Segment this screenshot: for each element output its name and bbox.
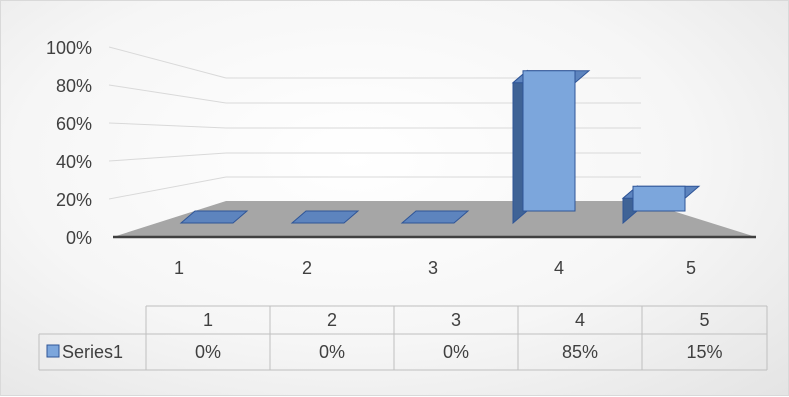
bars bbox=[179, 69, 701, 225]
y-tick-label: 40% bbox=[56, 152, 92, 172]
table-header-cell: 4 bbox=[575, 310, 585, 330]
y-tick-label: 0% bbox=[66, 228, 92, 248]
table-value-cell: 0% bbox=[443, 342, 469, 362]
bar-category-2 bbox=[290, 210, 360, 224]
x-tick-label: 2 bbox=[302, 258, 312, 278]
y-axis-ticks: 0% 20% 40% 60% 80% 100% bbox=[46, 38, 92, 248]
table-header-cell: 5 bbox=[699, 310, 709, 330]
bar bbox=[632, 185, 686, 212]
table-header-cell: 2 bbox=[327, 310, 337, 330]
gridline-side bbox=[108, 46, 227, 79]
gridline-side bbox=[108, 84, 227, 104]
x-tick-label: 3 bbox=[428, 258, 438, 278]
table-value-cell: 85% bbox=[562, 342, 598, 362]
legend-key bbox=[46, 344, 60, 358]
series-name: Series1 bbox=[62, 342, 123, 362]
bar-category-4 bbox=[511, 69, 591, 225]
y-tick-label: 80% bbox=[56, 76, 92, 96]
bar bbox=[290, 210, 360, 224]
x-tick-label: 4 bbox=[554, 258, 564, 278]
table-value-cell: 0% bbox=[195, 342, 221, 362]
table-value-cell: 15% bbox=[686, 342, 722, 362]
table-header-cell: 3 bbox=[451, 310, 461, 330]
gridline-side bbox=[108, 122, 227, 129]
data-table: 1 2 3 4 5 Series1 0% 0% 0% 85% 15% bbox=[38, 305, 768, 371]
y-tick-label: 20% bbox=[56, 190, 92, 210]
y-tick-label: 100% bbox=[46, 38, 92, 58]
table-value-cell: 0% bbox=[319, 342, 345, 362]
bar-category-1 bbox=[179, 210, 249, 224]
bar bbox=[522, 70, 576, 212]
y-tick-label: 60% bbox=[56, 114, 92, 134]
bar bbox=[400, 210, 470, 224]
table-header-cell: 1 bbox=[203, 310, 213, 330]
gridline-side bbox=[108, 152, 227, 162]
bar bbox=[179, 210, 249, 224]
x-axis-ticks: 1 2 3 4 5 bbox=[174, 258, 696, 278]
gridline-side bbox=[108, 176, 227, 200]
x-tick-label: 5 bbox=[686, 258, 696, 278]
bar-category-5 bbox=[621, 185, 701, 225]
bar-category-3 bbox=[400, 210, 470, 224]
x-tick-label: 1 bbox=[174, 258, 184, 278]
